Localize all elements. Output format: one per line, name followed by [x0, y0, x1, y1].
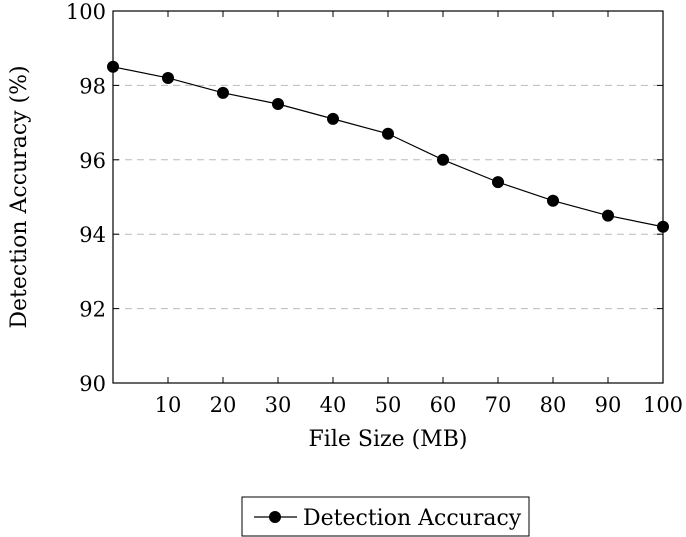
y-tick-label: 92 [79, 298, 106, 322]
data-point [162, 71, 174, 84]
data-point [217, 86, 229, 99]
legend-marker [269, 511, 281, 523]
x-tick-label: 100 [643, 393, 683, 417]
x-axis-label: File Size (MB) [309, 427, 468, 452]
axis-ticks [113, 10, 664, 384]
series-line [112, 66, 664, 228]
data-point [107, 60, 119, 73]
x-tick-label: 20 [210, 393, 237, 417]
data-point [657, 220, 669, 233]
legend-label: Detection Accuracy [303, 506, 522, 531]
y-axis-label: Detection Accuracy (%) [7, 65, 32, 328]
x-tick-label: 80 [540, 393, 567, 417]
data-point [382, 127, 394, 140]
grid-lines [113, 84, 663, 310]
x-tick-label: 30 [265, 393, 292, 417]
x-tick-label: 60 [430, 393, 457, 417]
series-layer [107, 60, 669, 233]
data-point [492, 176, 504, 189]
y-tick-label: 90 [79, 372, 106, 396]
x-tick-label: 50 [375, 393, 402, 417]
y-tick-label: 98 [79, 74, 106, 98]
data-point [327, 112, 339, 125]
data-point [272, 98, 284, 110]
y-tick-label: 100 [66, 0, 106, 24]
data-point [602, 209, 614, 222]
plot-frame [112, 10, 664, 384]
x-tick-label: 40 [320, 393, 347, 417]
data-point [437, 153, 449, 166]
x-tick-label: 70 [485, 393, 512, 417]
legend: Detection Accuracy [241, 496, 530, 537]
x-tick-label: 10 [155, 393, 182, 417]
tick-labels: 90 92 94 96 98 100 10 20 30 40 50 60 70 80 90 100 [66, 0, 683, 417]
data-point [547, 194, 559, 207]
y-tick-label: 94 [79, 223, 106, 247]
x-tick-label: 90 [595, 393, 622, 417]
y-tick-label: 96 [79, 149, 106, 173]
